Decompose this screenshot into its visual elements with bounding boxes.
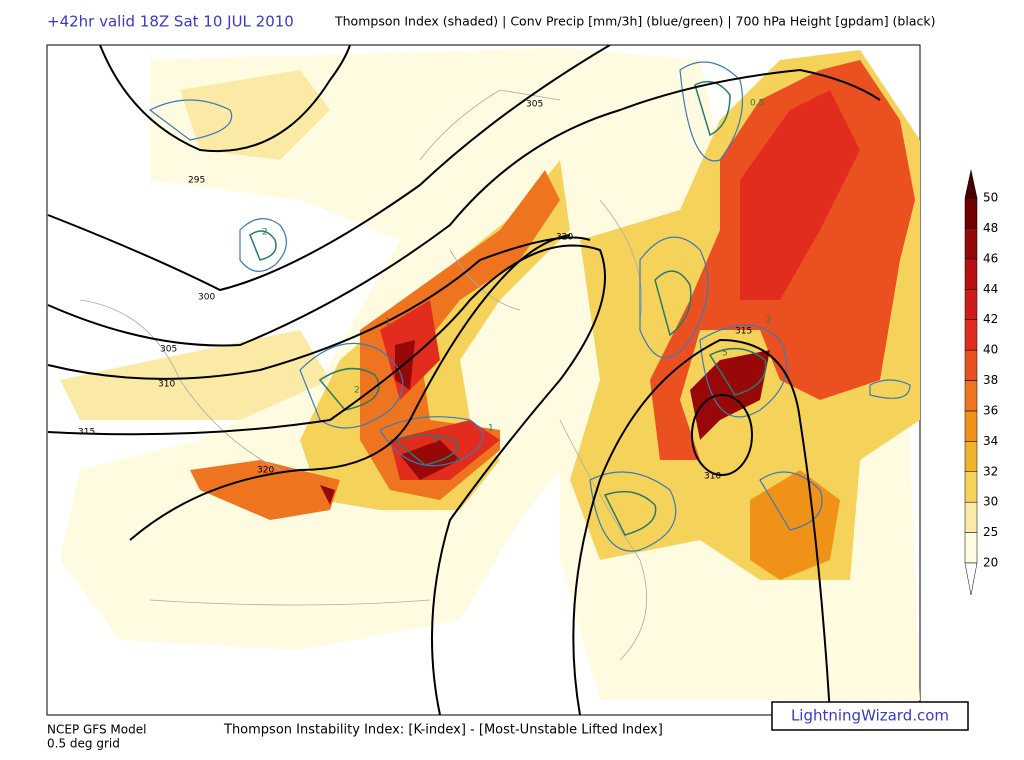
height-label: 315: [78, 428, 95, 438]
fields-title: Thompson Index (shaded) | Conv Precip [m…: [334, 14, 936, 29]
scale-segment: [964, 258, 978, 290]
scale-segment: [964, 289, 978, 320]
height-label: 320: [556, 233, 573, 243]
height-contour: [47, 45, 611, 292]
scale-label: 48: [983, 221, 998, 235]
height-label: 305: [526, 100, 543, 110]
precip-contour: [249, 80, 767, 536]
height-label: 305: [160, 345, 177, 355]
shade-extreme: [320, 340, 770, 505]
site-box: [771, 701, 969, 731]
shade-mid: [60, 70, 330, 420]
scale-segment: [964, 532, 978, 564]
index-description: Thompson Instability Index: [K-index] - …: [223, 723, 663, 738]
scale-label: 40: [983, 343, 998, 357]
color-scale: 20 25 30 32 34 36 38 40 42 44 46 48 50: [964, 169, 998, 596]
site-name: LightningWizard.com: [791, 707, 949, 725]
precip-label: 5: [722, 349, 728, 359]
scale-segment: [964, 228, 978, 260]
precip-label: 2: [766, 316, 772, 326]
height-label: 310: [158, 380, 175, 390]
scale-label: 44: [983, 282, 998, 296]
height-contour: [129, 234, 571, 541]
scale-label: 25: [983, 525, 998, 539]
scale-segment: [964, 349, 978, 381]
scale-segment: [964, 441, 978, 473]
scale-label: 32: [983, 464, 998, 478]
height-label: 310: [704, 472, 721, 482]
grid-note: 0.5 deg grid: [47, 737, 120, 751]
scale-label: 34: [983, 434, 998, 448]
precip-label: 2: [354, 386, 360, 396]
scale-over: [964, 169, 978, 199]
scale-segment: [964, 410, 978, 442]
height-contour: [47, 236, 591, 380]
height-label: 300: [198, 293, 215, 303]
height-label: 320: [257, 466, 274, 476]
scale-label: 46: [983, 251, 998, 265]
shade-high: [360, 170, 560, 500]
run-title: +42hr valid 18Z Sat 10 JUL 2010: [47, 13, 294, 31]
scale-under: [964, 562, 978, 596]
scale-label: 50: [983, 191, 998, 205]
height-contour: [99, 45, 351, 153]
precip-contour: [148, 61, 911, 552]
shade-very-high: [380, 90, 860, 480]
height-contour: [691, 394, 753, 476]
height-contour: [47, 68, 881, 347]
scale-label: 30: [983, 495, 998, 509]
model-name: NCEP GFS Model: [47, 723, 146, 737]
scale-segment: [964, 501, 978, 533]
scale-label: 36: [983, 403, 998, 417]
precip-label: 1: [385, 318, 391, 328]
precip-label: 1: [488, 424, 494, 434]
scale-segment: [964, 197, 978, 229]
height-contour: [47, 244, 606, 715]
height-contour: [572, 338, 831, 715]
coastline: [79, 89, 648, 661]
scale-segment: [964, 471, 978, 503]
scale-segment: [964, 380, 978, 412]
scale-label: 38: [983, 373, 998, 387]
scale-label: 42: [983, 312, 998, 326]
precip-label: 2: [455, 454, 461, 464]
height-label: 315: [735, 327, 752, 337]
precip-label: 5: [433, 436, 439, 446]
height-label: 295: [188, 176, 205, 186]
precip-label: 2: [262, 228, 268, 238]
scale-label: 20: [983, 556, 998, 570]
scale-segment: [964, 319, 978, 351]
map-layers: [47, 45, 920, 715]
shade-high: [190, 460, 340, 520]
precip-label: 0.5: [750, 99, 764, 109]
